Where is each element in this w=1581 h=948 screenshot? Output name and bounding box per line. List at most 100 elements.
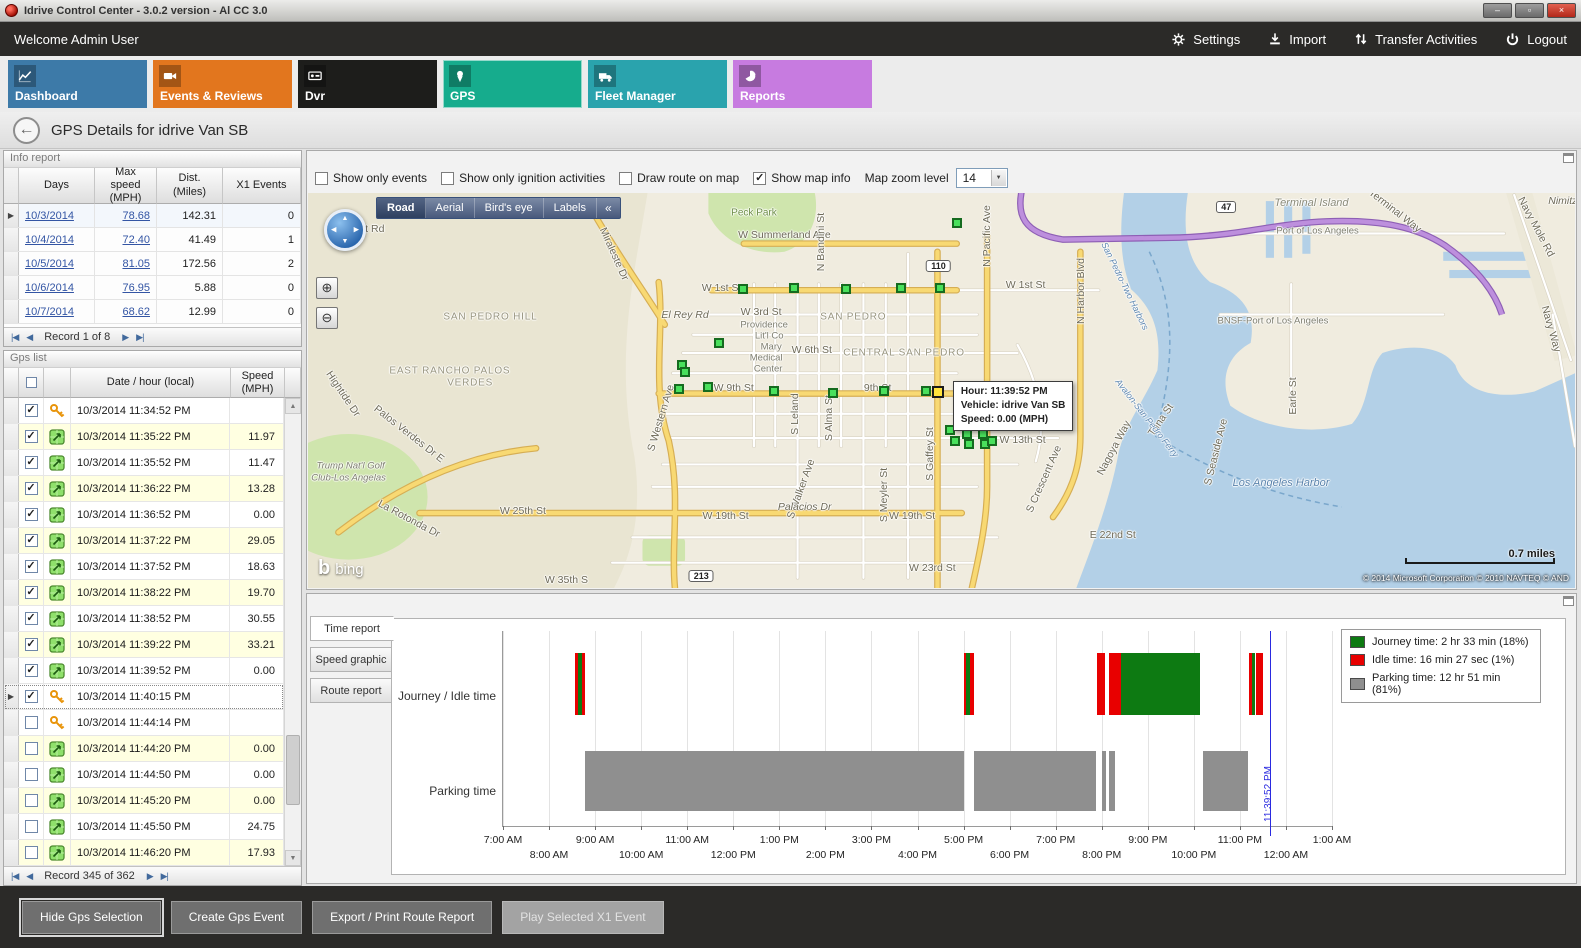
select-all-checkbox[interactable] <box>25 377 37 388</box>
max-speed-link[interactable]: 78.68 <box>122 209 150 222</box>
day-link[interactable]: 10/3/2014 <box>25 209 74 222</box>
map-zoom-in-button[interactable]: ⊕ <box>316 277 338 299</box>
tab-events-reviews[interactable]: Events & Reviews <box>153 60 292 108</box>
gps-marker[interactable] <box>713 337 724 348</box>
max-speed-link[interactable]: 68.62 <box>122 305 150 318</box>
gps-marker[interactable] <box>673 384 684 395</box>
row-checkbox[interactable]: ✓ <box>24 430 38 443</box>
chart-tab-speed-graphic[interactable]: Speed graphic <box>310 647 392 672</box>
gps-marker[interactable] <box>703 382 714 393</box>
gps-list-row[interactable]: ✓ 10/3/2014 11:38:52 PM 30.55 <box>4 606 284 632</box>
gps-marker[interactable] <box>737 284 748 295</box>
row-checkbox[interactable]: ✓ <box>24 456 38 469</box>
maximize-chart-panel-button[interactable] <box>1563 596 1574 606</box>
pan-right-icon[interactable]: ▶ <box>353 226 359 234</box>
row-checkbox[interactable]: ✓ <box>24 534 38 547</box>
info-report-row[interactable]: ▶ 10/3/2014 78.68 142.31 0 <box>4 204 301 228</box>
next-page-button[interactable]: ▶ <box>122 331 129 342</box>
row-checkbox[interactable]: ✓ <box>24 612 38 625</box>
import-button[interactable]: Import <box>1268 32 1326 47</box>
max-speed-link[interactable]: 72.40 <box>122 233 150 246</box>
map-option-show-map-info[interactable]: ✓ Show map info <box>753 171 851 185</box>
row-checkbox[interactable]: ✓ <box>24 586 38 599</box>
row-checkbox[interactable]: ✓ <box>24 560 38 573</box>
gps-marker[interactable] <box>788 283 799 294</box>
info-report-row[interactable]: 10/7/2014 68.62 12.99 0 <box>4 300 301 324</box>
gps-list-row[interactable]: 10/3/2014 11:44:14 PM <box>4 710 284 736</box>
gps-list-row[interactable]: 10/3/2014 11:46:20 PM 17.93 <box>4 840 284 866</box>
gps-list-row[interactable]: ▶ ✓ 10/3/2014 11:40:15 PM <box>4 684 284 710</box>
maximize-map-panel-button[interactable] <box>1563 153 1574 163</box>
gps-list-row[interactable]: ✓ 10/3/2014 11:37:22 PM 29.05 <box>4 528 284 554</box>
gps-list-row[interactable]: ✓ 10/3/2014 11:37:52 PM 18.63 <box>4 554 284 580</box>
day-link[interactable]: 10/4/2014 <box>25 233 74 246</box>
gps-list-row[interactable]: ✓ 10/3/2014 11:39:52 PM 0.00 <box>4 658 284 684</box>
pan-left-icon[interactable]: ◀ <box>331 226 337 234</box>
minimize-button[interactable]: – <box>1483 3 1512 18</box>
export-print-route-report-button[interactable]: Export / Print Route Report <box>312 900 493 934</box>
gps-marker[interactable] <box>878 385 889 396</box>
maximize-button[interactable]: ▫ <box>1515 3 1544 18</box>
settings-button[interactable]: Settings <box>1171 32 1240 47</box>
tab-gps[interactable]: GPS <box>443 60 582 108</box>
gps-list-row[interactable]: ✓ 10/3/2014 11:39:22 PM 33.21 <box>4 632 284 658</box>
gps-list-row[interactable]: ✓ 10/3/2014 11:35:22 PM 11.97 <box>4 424 284 450</box>
gps-marker[interactable] <box>935 283 946 294</box>
scrollbar-thumb[interactable] <box>286 734 300 805</box>
row-checkbox[interactable]: ✓ <box>24 404 38 417</box>
hide-gps-selection-button[interactable]: Hide Gps Selection <box>19 897 164 937</box>
day-link[interactable]: 10/6/2014 <box>25 281 74 294</box>
tab-fleet-manager[interactable]: Fleet Manager <box>588 60 727 108</box>
map-view-aerial[interactable]: Aerial <box>426 198 475 218</box>
checkbox[interactable] <box>619 171 633 185</box>
pan-down-icon[interactable]: ▼ <box>341 238 349 245</box>
collapse-map-toolbar-button[interactable]: « <box>605 201 612 215</box>
close-button[interactable]: × <box>1547 3 1576 18</box>
day-link[interactable]: 10/7/2014 <box>25 305 74 318</box>
gps-list-row[interactable]: ✓ 10/3/2014 11:36:52 PM 0.00 <box>4 502 284 528</box>
first-page-button[interactable]: |◀ <box>11 331 19 342</box>
back-button[interactable]: ← <box>13 116 40 144</box>
row-checkbox[interactable]: ✓ <box>24 508 38 521</box>
map-view-bird-s-eye[interactable]: Bird's eye <box>475 198 544 218</box>
prev-page-button[interactable]: ◀ <box>26 331 33 342</box>
row-checkbox[interactable] <box>24 820 38 833</box>
gps-list-row[interactable]: 10/3/2014 11:45:50 PM 24.75 <box>4 814 284 840</box>
pan-up-icon[interactable]: ▲ <box>341 215 349 222</box>
selected-gps-marker[interactable] <box>932 385 945 398</box>
gps-marker[interactable] <box>921 385 932 396</box>
map-pan-compass[interactable]: ▲ ▼ ◀ ▶ <box>324 209 366 251</box>
tab-dashboard[interactable]: Dashboard <box>8 60 147 108</box>
day-link[interactable]: 10/5/2014 <box>25 257 74 270</box>
gps-list-row[interactable]: ✓ 10/3/2014 11:36:22 PM 13.28 <box>4 476 284 502</box>
max-speed-link[interactable]: 76.95 <box>122 281 150 294</box>
gps-list-scrollbar[interactable]: ▲ ▼ <box>284 398 301 866</box>
gps-list-row[interactable]: 10/3/2014 11:45:20 PM 0.00 <box>4 788 284 814</box>
row-checkbox[interactable]: ✓ <box>24 482 38 495</box>
row-checkbox[interactable] <box>24 716 38 729</box>
create-gps-event-button[interactable]: Create Gps Event <box>170 900 303 934</box>
gps-list-row[interactable]: ✓ 10/3/2014 11:35:52 PM 11.47 <box>4 450 284 476</box>
map-zoom-select[interactable]: 14 ▼ <box>955 168 1008 188</box>
checkbox[interactable] <box>441 171 455 185</box>
gps-list-row[interactable]: ✓ 10/3/2014 11:34:52 PM <box>4 398 284 424</box>
gps-marker[interactable] <box>680 367 691 378</box>
map-canvas[interactable]: Road Aerial Bird's eye Labels « ▲ ▼ ◀ ▶ ⊕ ⊖ … <box>308 193 1575 588</box>
gps-marker[interactable] <box>963 439 974 450</box>
map-view-road[interactable]: Road <box>377 198 426 218</box>
tab-reports[interactable]: Reports <box>733 60 872 108</box>
gps-marker[interactable] <box>895 283 906 294</box>
gps-marker[interactable] <box>769 385 780 396</box>
row-checkbox[interactable] <box>24 794 38 807</box>
transfer-activities-button[interactable]: Transfer Activities <box>1354 32 1477 47</box>
gps-marker[interactable] <box>841 284 852 295</box>
info-report-row[interactable]: 10/5/2014 81.05 172.56 2 <box>4 252 301 276</box>
gps-marker[interactable] <box>828 387 839 398</box>
map-zoom-out-button[interactable]: ⊖ <box>316 307 338 329</box>
last-page-button[interactable]: ▶| <box>160 870 169 881</box>
row-checkbox[interactable] <box>24 768 38 781</box>
logout-button[interactable]: Logout <box>1505 32 1567 47</box>
last-page-button[interactable]: ▶| <box>136 331 144 342</box>
info-report-row[interactable]: 10/6/2014 76.95 5.88 0 <box>4 276 301 300</box>
checkbox[interactable]: ✓ <box>753 171 767 185</box>
